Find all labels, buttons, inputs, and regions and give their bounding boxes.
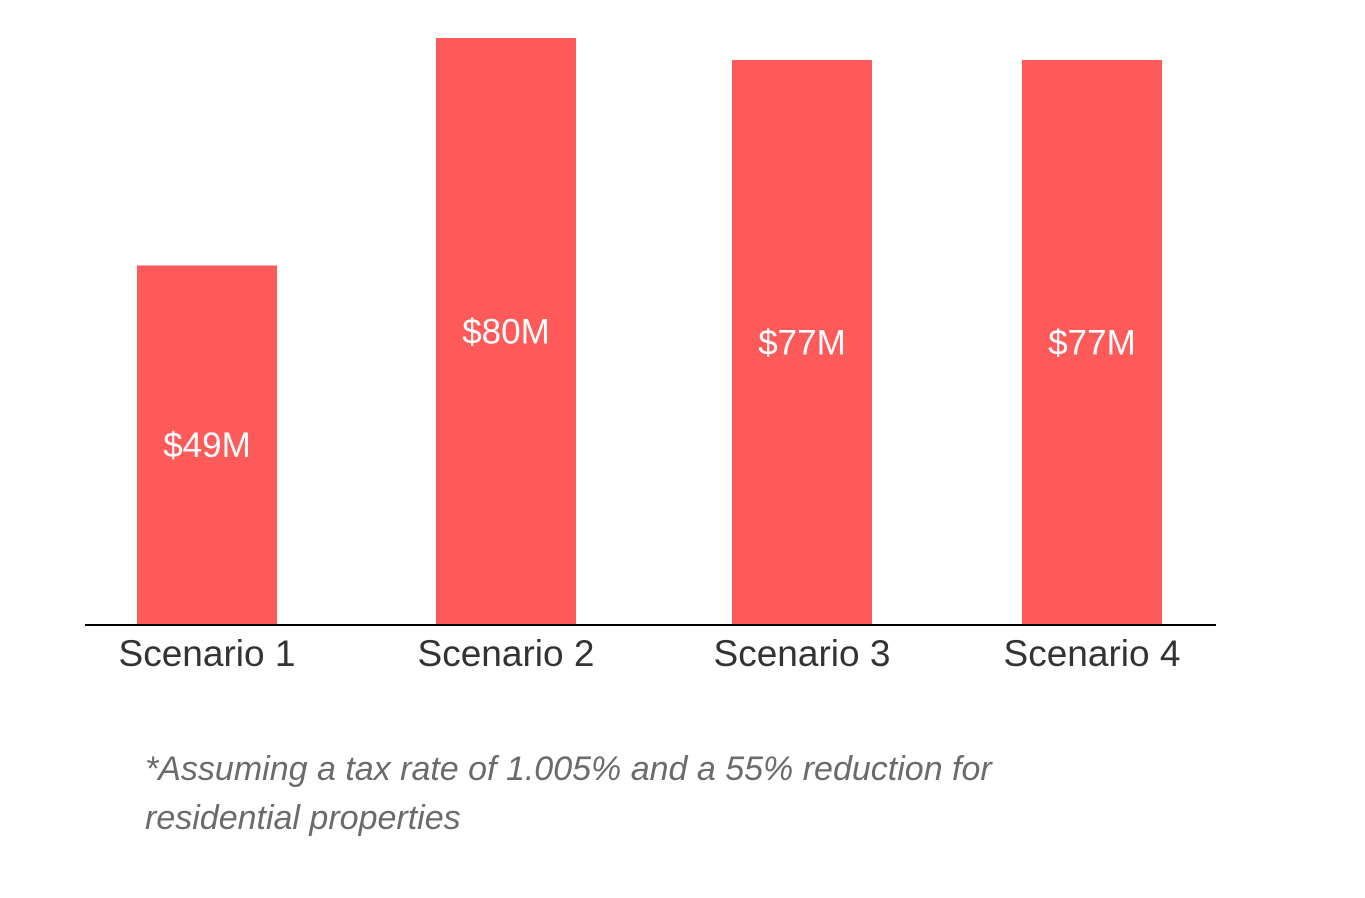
bar-4 [1022,60,1162,625]
data-labels-group: $49M $80M $77M $77M [163,313,1136,466]
data-label-3: $77M [758,324,846,363]
bar-3 [732,60,872,625]
category-label-4: Scenario 4 [1004,633,1181,674]
category-label-1: Scenario 1 [119,633,296,674]
data-label-2: $80M [462,313,550,352]
bar-2 [436,38,576,625]
bars-group [137,38,1162,625]
bar-1 [137,265,277,625]
footnote: *Assuming a tax rate of 1.005% and a 55%… [145,745,1145,843]
category-labels-group: Scenario 1 Scenario 2 Scenario 3 Scenario 4 [119,633,1181,674]
data-label-1: $49M [163,426,251,465]
footnote-line-2: residential properties [145,799,461,837]
category-label-3: Scenario 3 [714,633,891,674]
category-label-2: Scenario 2 [418,633,595,674]
data-label-4: $77M [1048,324,1136,363]
footnote-line-1: *Assuming a tax rate of 1.005% and a 55%… [145,750,992,788]
